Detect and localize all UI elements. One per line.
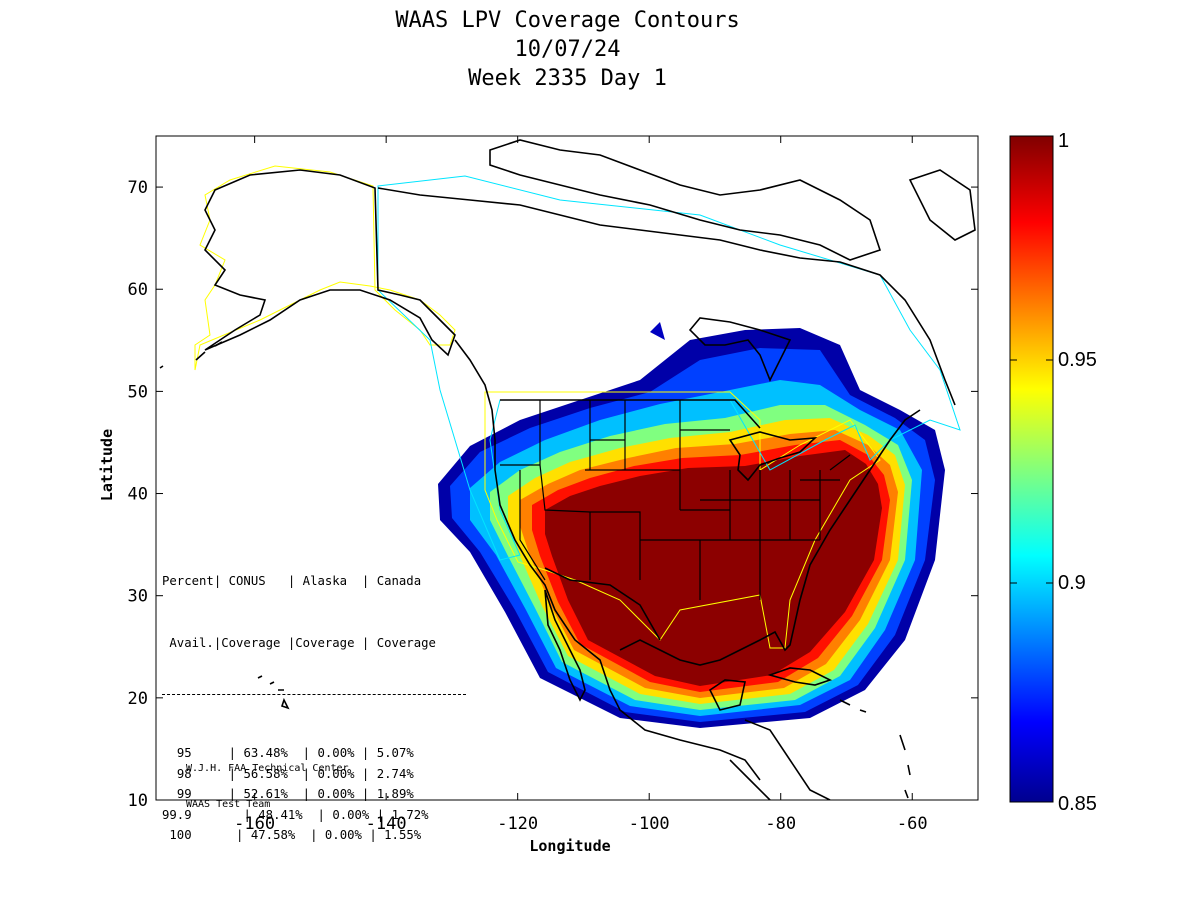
y-tick-label: 40 xyxy=(128,485,148,505)
stats-canada: 1.89% xyxy=(376,787,414,801)
yucatan xyxy=(708,679,746,711)
stats-percent: 100 xyxy=(169,828,192,842)
y-tick-label: 30 xyxy=(128,587,148,607)
plot-frame xyxy=(155,135,979,801)
x-tick-label: -80 xyxy=(765,814,796,834)
stats-conus: 56.58% xyxy=(243,766,288,781)
x-tick-label: -120 xyxy=(497,814,538,834)
great-lakes xyxy=(728,431,818,482)
baja-peninsula xyxy=(544,589,586,702)
stats-header-2: Avail.|Coverage |Coverage | Coverage xyxy=(162,635,436,650)
colorbar-label-max: 1 xyxy=(1058,130,1070,152)
central-america xyxy=(729,719,831,800)
hawaii-islands xyxy=(257,675,290,710)
stats-canada: 2.74% xyxy=(376,766,414,781)
title-line-2: 10/07/24 xyxy=(514,37,621,62)
y-axis-label: Latitude xyxy=(98,429,116,501)
us-canada-border xyxy=(500,399,761,429)
stats-row: 99.9 | 48.41% | 0.00% | 1.72% xyxy=(162,807,429,822)
stats-row: 95 | 63.48% | 0.00% | 5.07% xyxy=(176,746,414,760)
caribbean-islands xyxy=(839,699,911,799)
stats-conus: 47.58% xyxy=(250,828,296,842)
arctic-islands xyxy=(489,139,976,261)
canada-arctic-coast xyxy=(377,187,956,406)
y-tick-label: 70 xyxy=(128,178,148,198)
credit-line-2: WAAS Test Team xyxy=(186,799,271,810)
stats-percent: 99 xyxy=(176,787,192,801)
coverage-hudson-strip xyxy=(650,322,665,340)
y-tick-label: 20 xyxy=(128,689,148,709)
coverage-stats-table: Percent| CONUS | Alaska | Canada Avail.|… xyxy=(162,530,466,866)
y-tick-label: 60 xyxy=(128,280,148,300)
stats-conus: 48.41% xyxy=(258,807,303,822)
colorbar-label-095: 0.95 xyxy=(1058,349,1097,371)
plot-area xyxy=(159,139,976,800)
stats-divider: ----------------------------------------… xyxy=(162,694,466,696)
us-mexico-border xyxy=(544,567,661,641)
x-tick-label: -60 xyxy=(897,814,928,834)
credit-block: W.J.H. FAA Technical Center WAAS Test Te… xyxy=(186,739,349,823)
stats-canada: 1.72% xyxy=(391,807,429,822)
x-tick-label: -140 xyxy=(366,814,407,834)
stats-canada: 5.07% xyxy=(376,746,414,760)
state-boundaries xyxy=(500,400,851,600)
hudson-bay xyxy=(688,317,792,382)
stats-rows: 95 | 63.48% | 0.00% | 5.07% 98 | 56.58% … xyxy=(162,743,466,846)
stats-percent: 95 xyxy=(176,746,192,760)
colorbar-ticks xyxy=(1010,359,1053,584)
west-coast xyxy=(454,339,761,781)
stats-row: 100 | 47.58% | 0.00% | 1.55% xyxy=(169,828,422,842)
stats-conus: 52.61% xyxy=(243,787,288,801)
stats-percent: 98 xyxy=(176,766,192,781)
title-line-3: Week 2335 Day 1 xyxy=(468,66,667,91)
y-axis: 10 20 30 40 50 60 70 xyxy=(128,178,978,811)
title-line-1: WAAS LPV Coverage Contours xyxy=(395,8,740,33)
stats-alaska: 0.00% xyxy=(317,787,355,801)
land-outlines xyxy=(159,139,976,800)
stats-alaska: 0.00% xyxy=(332,807,370,822)
canada-service-volume xyxy=(377,175,961,561)
stats-percent: 99.9 xyxy=(162,807,192,822)
chart-title: WAAS LPV Coverage Contours 10/07/24 Week… xyxy=(0,6,1135,93)
x-tick-label: -100 xyxy=(629,814,670,834)
coverage-contours xyxy=(438,328,945,728)
stats-canada: 1.55% xyxy=(384,828,422,842)
x-axis: -160 -140 -120 -100 -80 -60 xyxy=(234,136,928,834)
alaska-outline xyxy=(204,169,456,357)
colorbar-label-min: 0.85 xyxy=(1058,793,1097,815)
stats-alaska: 0.00% xyxy=(317,746,355,760)
stats-alaska: 0.00% xyxy=(317,766,355,781)
stats-alaska: 0.00% xyxy=(324,828,362,842)
y-tick-label: 50 xyxy=(128,382,148,402)
stats-conus: 63.48% xyxy=(243,746,288,760)
gulf-coast xyxy=(619,409,921,666)
aleutian-islands xyxy=(159,341,223,369)
x-axis-label: Longitude xyxy=(529,837,610,855)
contour-100 xyxy=(545,450,882,686)
stats-header-1: Percent| CONUS | Alaska | Canada xyxy=(162,574,422,588)
colorbar xyxy=(1009,135,1054,803)
credit-line-1: W.J.H. FAA Technical Center xyxy=(186,763,349,774)
stats-row: 98 | 56.58% | 0.00% | 2.74% xyxy=(176,766,414,781)
y-tick-label: 10 xyxy=(128,791,148,811)
colorbar-label-090: 0.9 xyxy=(1058,572,1086,594)
x-tick-label: -160 xyxy=(234,814,275,834)
cuba xyxy=(767,667,833,686)
stats-row: 99 | 52.61% | 0.00% | 1.89% xyxy=(176,787,414,801)
